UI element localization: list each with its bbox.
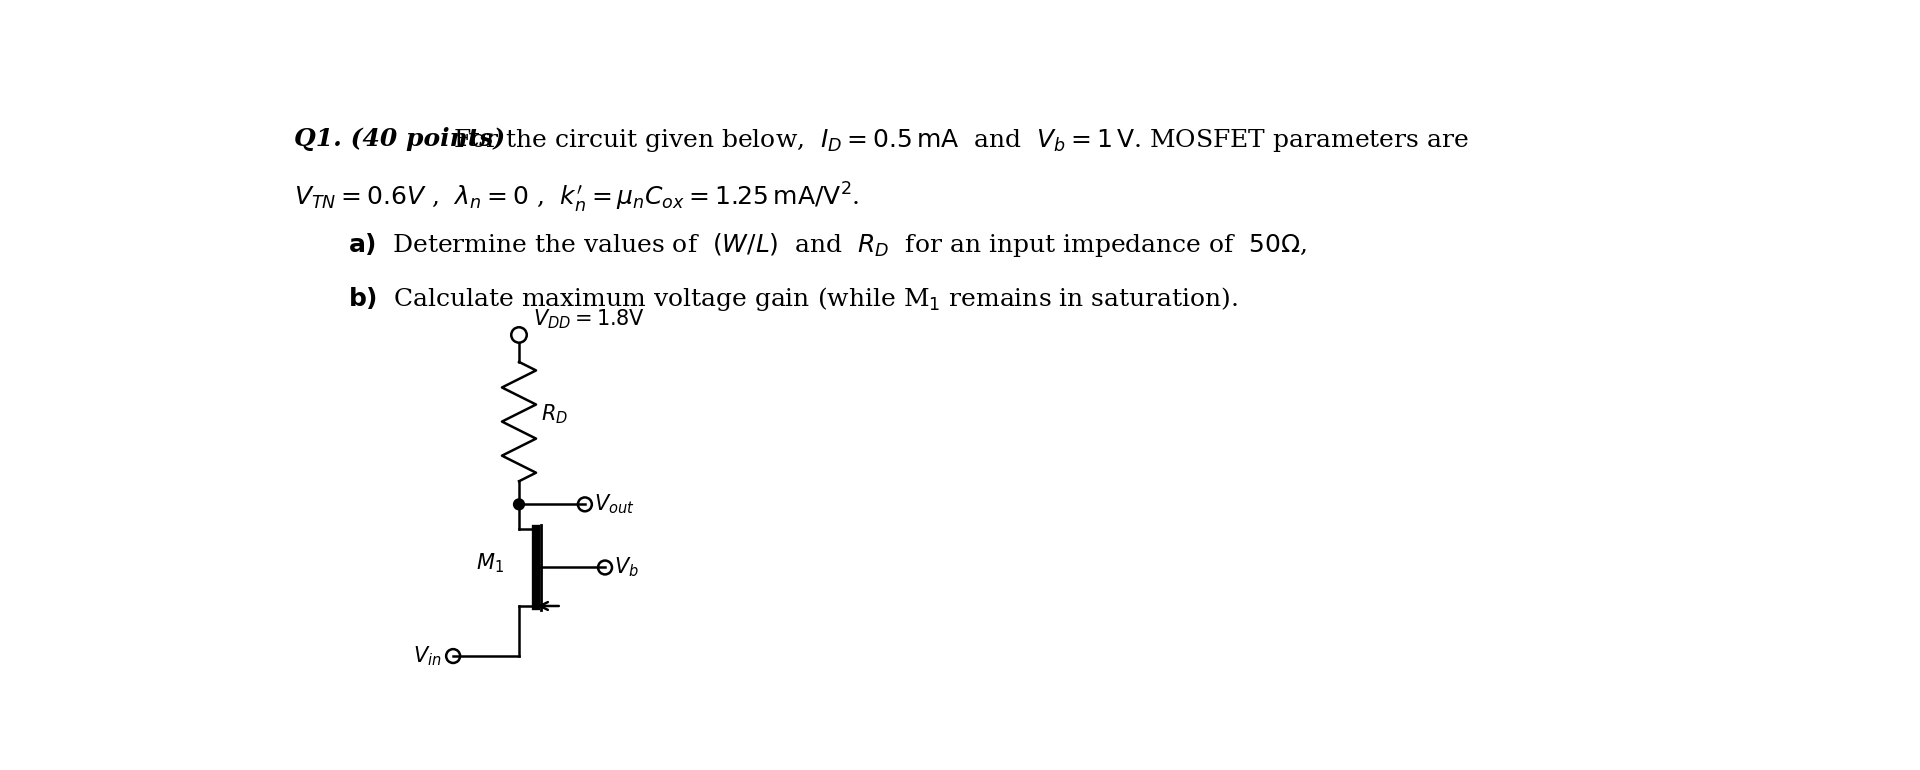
Text: $\mathbf{b)}$  Calculate maximum voltage gain (while M$_1$ remains in saturation: $\mathbf{b)}$ Calculate maximum voltage … [349,285,1238,313]
Text: $V_{in}$: $V_{in}$ [413,644,442,668]
Text: $V_{TN} = 0.6V$ ,  $\lambda_n = 0$ ,  $k_n^{\prime} = \mu_n C_{ox} = 1.25\,\math: $V_{TN} = 0.6V$ , $\lambda_n = 0$ , $k_n… [294,181,860,215]
Text: $V_{DD}=1.8\mathrm{V}$: $V_{DD}=1.8\mathrm{V}$ [534,307,645,331]
Text: $V_b$: $V_b$ [614,556,639,579]
Text: $M_1$: $M_1$ [476,552,505,575]
Text: $V_{out}$: $V_{out}$ [593,493,636,516]
Text: $R_D$: $R_D$ [541,402,568,426]
Text: Q1. (40 points): Q1. (40 points) [294,127,505,151]
Text: $\mathbf{a)}$  Determine the values of  $(W/L)$  and  $R_D$  for an input impeda: $\mathbf{a)}$ Determine the values of $(… [349,231,1308,259]
Text: For the circuit given below,  $I_D =0.5\,\mathrm{mA}$  and  $V_b =1\,\mathrm{V}$: For the circuit given below, $I_D =0.5\,… [453,127,1469,154]
Circle shape [513,499,524,510]
